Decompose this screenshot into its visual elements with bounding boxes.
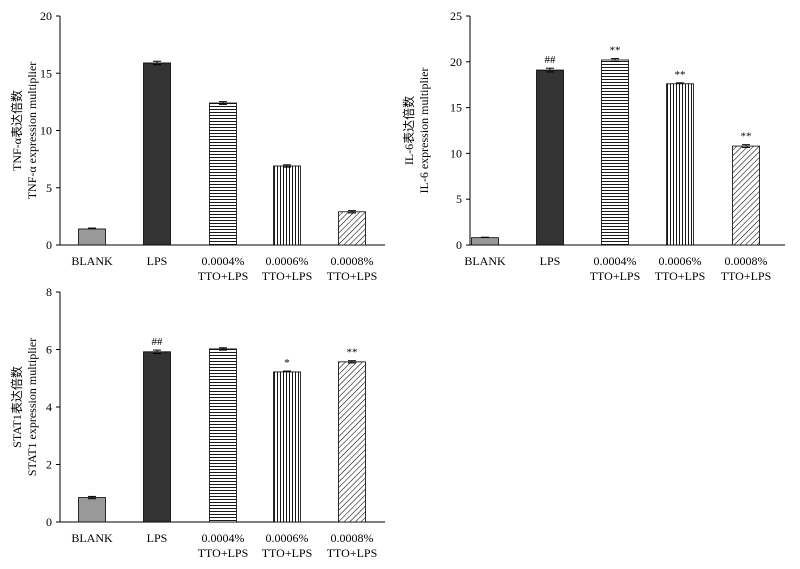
x-tick-label: 0.0006% — [659, 254, 702, 268]
chart-panel-stat1: 0 2 4 6 8 STAT1表达倍数STAT1 expression multiplie… — [9, 285, 385, 560]
significance-mark: * — [284, 357, 290, 369]
x-tick-label: LPS — [147, 254, 168, 268]
x-tick-label: 0.0006% — [266, 531, 309, 545]
y-tick-label: 4 — [46, 400, 52, 414]
bar — [143, 351, 171, 523]
x-tick-label: LPS — [147, 531, 168, 545]
x-tick-label: TTO+LPS — [721, 269, 772, 283]
bar — [209, 348, 237, 523]
y-tick-label: 10 — [450, 146, 462, 160]
y-tick-label: 5 — [46, 181, 52, 195]
x-tick-label: TTO+LPS — [327, 269, 378, 283]
x-tick-label: 0.0004% — [594, 254, 637, 268]
bar — [78, 228, 106, 246]
bar — [338, 361, 366, 523]
y-tick-label: 20 — [40, 9, 52, 23]
y-axis-title-en: TNF-α expression multiplier — [25, 62, 39, 200]
x-tick-label: 0.0008% — [331, 531, 374, 545]
y-tick-label: 15 — [450, 101, 462, 115]
y-axis-title-cn: IL-6表达倍数 — [401, 96, 416, 165]
significance-mark: ** — [610, 45, 621, 57]
x-tick-label: BLANK — [71, 254, 113, 268]
y-tick-label: 15 — [40, 66, 52, 80]
y-axis-title-cn: STAT1表达倍数 — [9, 366, 24, 448]
y-tick-label: 6 — [46, 343, 52, 357]
x-tick-label: TTO+LPS — [262, 269, 313, 283]
bar — [338, 211, 366, 246]
x-tick-label: 0.0008% — [331, 254, 374, 268]
y-axis-title-en: IL-6 expression multiplier — [417, 68, 431, 194]
y-tick-label: 5 — [456, 192, 462, 206]
bar — [143, 62, 171, 246]
significance-mark: ## — [545, 54, 557, 66]
bar — [666, 83, 694, 246]
chart-panel-il6: 0 5 10 15 20 25 IL-6表达倍数IL-6 expression multip… — [401, 9, 785, 283]
y-tick-label: 0 — [456, 238, 462, 252]
significance-mark: ** — [741, 131, 752, 143]
x-tick-label: 0.0004% — [202, 531, 245, 545]
bar — [471, 237, 499, 246]
y-axis-title: IL-6表达倍数IL-6 expression multiplier — [401, 68, 431, 194]
significance-mark: ## — [152, 336, 164, 348]
y-tick-label: 10 — [40, 124, 52, 138]
significance-mark: ** — [347, 347, 358, 359]
bar — [536, 69, 564, 246]
significance-mark: ** — [675, 69, 686, 81]
bar — [273, 371, 301, 523]
y-tick-label: 0 — [46, 238, 52, 252]
x-tick-label: TTO+LPS — [198, 546, 249, 560]
x-tick-label: 0.0006% — [266, 254, 309, 268]
x-tick-label: BLANK — [464, 254, 506, 268]
bar — [273, 165, 301, 246]
y-axis-title: TNF-α表达倍数TNF-α expression multiplier — [9, 62, 39, 200]
x-tick-label: TTO+LPS — [327, 546, 378, 560]
y-tick-label: 25 — [450, 9, 462, 23]
bar — [601, 59, 629, 246]
x-tick-label: TTO+LPS — [262, 546, 313, 560]
y-tick-label: 20 — [450, 55, 462, 69]
y-axis-title: STAT1表达倍数STAT1 expression multiplier — [9, 338, 39, 476]
y-tick-label: 2 — [46, 458, 52, 472]
y-axis-title-en: STAT1 expression multiplier — [25, 338, 39, 476]
x-tick-label: TTO+LPS — [590, 269, 641, 283]
x-tick-label: TTO+LPS — [655, 269, 706, 283]
bar — [78, 497, 106, 523]
x-tick-label: LPS — [540, 254, 561, 268]
y-tick-label: 0 — [46, 515, 52, 529]
x-tick-label: TTO+LPS — [198, 269, 249, 283]
y-axis-title-cn: TNF-α表达倍数 — [9, 90, 24, 171]
x-tick-label: 0.0004% — [202, 254, 245, 268]
chart-panel-tnf: 0 5 10 15 20 TNF-α表达倍数TNF-α expression multip… — [9, 9, 385, 283]
x-tick-label: 0.0008% — [725, 254, 768, 268]
bar — [209, 102, 237, 246]
x-tick-label: BLANK — [71, 531, 113, 545]
y-tick-label: 8 — [46, 285, 52, 299]
bar — [732, 145, 760, 246]
